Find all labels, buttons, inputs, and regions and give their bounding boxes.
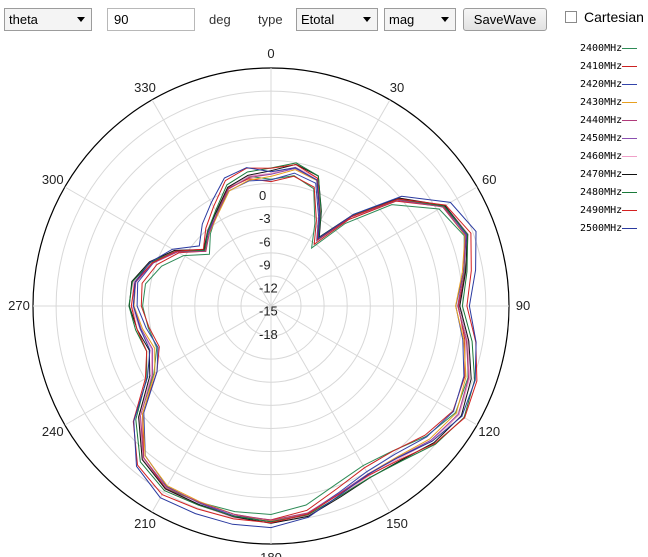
legend-item: 2440MHz [580, 115, 637, 133]
type-label: type [258, 12, 283, 27]
radial-tick-labels: 0 -3 -6 -9 -12 -15 -18 [259, 188, 278, 342]
polar-grid-spoke [270, 186, 478, 307]
legend-label: 2430MHz [580, 97, 623, 108]
polar-plot: 0 -3 -6 -9 -12 -15 -18 0 30 60 90 120 150 180 210 240 2… [8, 46, 530, 557]
angle-tick-label: 150 [386, 516, 408, 531]
angle-tick-label: 300 [42, 172, 64, 187]
save-wave-button[interactable]: SaveWave [463, 8, 547, 31]
legend-swatch [622, 83, 637, 85]
legend-label: 2440MHz [580, 115, 623, 126]
pattern-curve-2480MHz [128, 162, 476, 523]
legend-label: 2490MHz [580, 205, 623, 216]
legend-swatch [622, 119, 637, 121]
chevron-down-icon [363, 17, 371, 22]
legend-swatch [622, 137, 637, 139]
polar-grid-spoke [64, 305, 272, 426]
axis-select[interactable]: theta [4, 8, 92, 31]
toolbar: theta 90 deg type Etotal mag SaveWave Ca… [0, 0, 648, 38]
angle-tick-labels: 0 30 60 90 120 150 180 210 240 270 300 330 [8, 46, 530, 557]
legend-label: 2500MHz [580, 223, 623, 234]
radial-tick-label: -12 [259, 281, 278, 296]
legend-item: 2490MHz [580, 205, 637, 223]
legend-item: 2400MHz [580, 43, 637, 61]
cartesian-checkbox[interactable] [565, 11, 577, 23]
radial-tick-label: -15 [259, 304, 278, 319]
legend-swatch [622, 227, 637, 229]
legend-item: 2500MHz [580, 223, 637, 241]
legend-item: 2450MHz [580, 133, 637, 151]
legend-item: 2420MHz [580, 79, 637, 97]
pattern-curve-2490MHz [130, 164, 478, 524]
legend-label: 2410MHz [580, 61, 623, 72]
angle-tick-label: 210 [134, 516, 156, 531]
pattern-curve-2450MHz [132, 167, 471, 523]
radial-tick-label: -9 [259, 257, 271, 272]
angle-tick-label: 330 [134, 80, 156, 95]
polar-grid-spoke [270, 305, 391, 513]
polar-grid-spoke [64, 186, 272, 307]
polar-grid-spoke [270, 99, 391, 307]
angle-tick-label: 180 [260, 550, 282, 557]
type-select[interactable]: Etotal [296, 8, 378, 31]
pattern-curve-2410MHz [140, 175, 468, 521]
legend-label: 2460MHz [580, 151, 623, 162]
legend-swatch [622, 155, 637, 157]
polar-grid-spoke [270, 305, 478, 426]
angle-unit-label: deg [209, 12, 231, 27]
angle-tick-label: 120 [478, 424, 500, 439]
legend-swatch [622, 101, 637, 103]
angle-tick-label: 0 [267, 46, 274, 61]
angle-tick-label: 270 [8, 298, 30, 313]
legend-label: 2450MHz [580, 133, 623, 144]
pattern-curves [128, 162, 478, 529]
angle-tick-label: 90 [516, 298, 530, 313]
legend-label: 2470MHz [580, 169, 623, 180]
pattern-curve-2500MHz [132, 167, 477, 529]
legend-swatch [622, 47, 637, 49]
type-select-value: Etotal [301, 12, 335, 27]
chevron-down-icon [77, 17, 85, 22]
legend-swatch [622, 65, 637, 67]
angle-tick-label: 240 [42, 424, 64, 439]
legend-swatch [622, 209, 637, 211]
legend-label: 2480MHz [580, 187, 623, 198]
radial-tick-label: -18 [259, 327, 278, 342]
polar-grid-spoke [151, 305, 272, 513]
pattern-curve-2420MHz [136, 172, 468, 523]
mode-select[interactable]: mag [384, 8, 456, 31]
legend-item: 2460MHz [580, 151, 637, 169]
legend-swatch [622, 191, 637, 193]
legend-item: 2430MHz [580, 97, 637, 115]
angle-input[interactable]: 90 [107, 8, 195, 31]
legend-swatch [622, 173, 637, 175]
legend: 2400MHz 2410MHz 2420MHz 2430MHz 2440MHz 2450M… [580, 43, 637, 241]
pattern-curve-2470MHz [128, 163, 472, 524]
pattern-curve-2400MHz [139, 175, 469, 516]
legend-label: 2420MHz [580, 79, 623, 90]
radial-tick-label: -6 [259, 234, 271, 249]
mode-select-value: mag [389, 12, 415, 27]
angle-tick-label: 30 [390, 80, 404, 95]
axis-select-value: theta [9, 12, 38, 27]
cartesian-label: Cartesian [584, 9, 644, 25]
pattern-curve-2440MHz [132, 167, 470, 521]
legend-item: 2470MHz [580, 169, 637, 187]
angle-input-value: 90 [114, 12, 129, 27]
angle-tick-label: 60 [482, 172, 496, 187]
legend-label: 2400MHz [580, 43, 623, 54]
radial-tick-label: -3 [259, 211, 271, 226]
chevron-down-icon [441, 17, 449, 22]
radial-tick-label: 0 [259, 188, 266, 203]
legend-item: 2410MHz [580, 61, 637, 79]
legend-item: 2480MHz [580, 187, 637, 205]
